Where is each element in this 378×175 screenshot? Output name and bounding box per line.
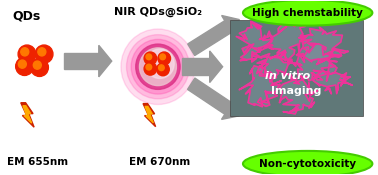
Circle shape xyxy=(19,60,26,68)
Polygon shape xyxy=(188,21,232,55)
Ellipse shape xyxy=(146,49,174,78)
Text: in vitro: in vitro xyxy=(265,71,310,81)
Polygon shape xyxy=(143,104,156,127)
Polygon shape xyxy=(64,53,99,69)
Polygon shape xyxy=(222,16,239,37)
Ellipse shape xyxy=(139,48,177,86)
Polygon shape xyxy=(222,98,239,119)
Circle shape xyxy=(35,45,53,63)
Circle shape xyxy=(15,57,33,75)
Ellipse shape xyxy=(243,0,372,26)
Circle shape xyxy=(31,58,48,76)
Polygon shape xyxy=(21,103,34,127)
Polygon shape xyxy=(296,27,348,65)
Ellipse shape xyxy=(127,35,189,99)
Polygon shape xyxy=(257,50,296,82)
Polygon shape xyxy=(239,66,281,107)
Text: EM 655nm: EM 655nm xyxy=(7,157,68,167)
Polygon shape xyxy=(99,45,112,77)
Ellipse shape xyxy=(121,29,195,104)
Text: EM 670nm: EM 670nm xyxy=(129,157,191,167)
Circle shape xyxy=(160,54,166,60)
Text: Non-cytotoxicity: Non-cytotoxicity xyxy=(259,159,356,169)
Text: NIR QDs@SiO₂: NIR QDs@SiO₂ xyxy=(114,7,202,17)
Polygon shape xyxy=(182,58,210,75)
Circle shape xyxy=(144,62,156,75)
Polygon shape xyxy=(145,106,153,123)
Text: High chemstability: High chemstability xyxy=(252,8,363,18)
Polygon shape xyxy=(264,23,311,60)
Circle shape xyxy=(146,64,152,70)
Text: QDs: QDs xyxy=(12,9,41,22)
Circle shape xyxy=(21,48,29,56)
Circle shape xyxy=(38,48,46,56)
Polygon shape xyxy=(210,51,223,83)
Circle shape xyxy=(144,52,156,65)
FancyBboxPatch shape xyxy=(230,20,363,116)
Polygon shape xyxy=(279,73,318,114)
Circle shape xyxy=(146,54,152,60)
Text: Imaging: Imaging xyxy=(271,86,322,96)
Ellipse shape xyxy=(136,44,180,89)
Circle shape xyxy=(158,52,170,65)
Polygon shape xyxy=(236,22,273,62)
Polygon shape xyxy=(187,78,232,114)
Ellipse shape xyxy=(243,151,372,175)
Circle shape xyxy=(18,45,36,63)
Circle shape xyxy=(33,61,41,69)
Ellipse shape xyxy=(131,39,185,94)
Polygon shape xyxy=(313,63,352,94)
Circle shape xyxy=(156,63,169,76)
Polygon shape xyxy=(296,43,337,81)
Circle shape xyxy=(158,65,164,71)
Polygon shape xyxy=(23,106,32,123)
